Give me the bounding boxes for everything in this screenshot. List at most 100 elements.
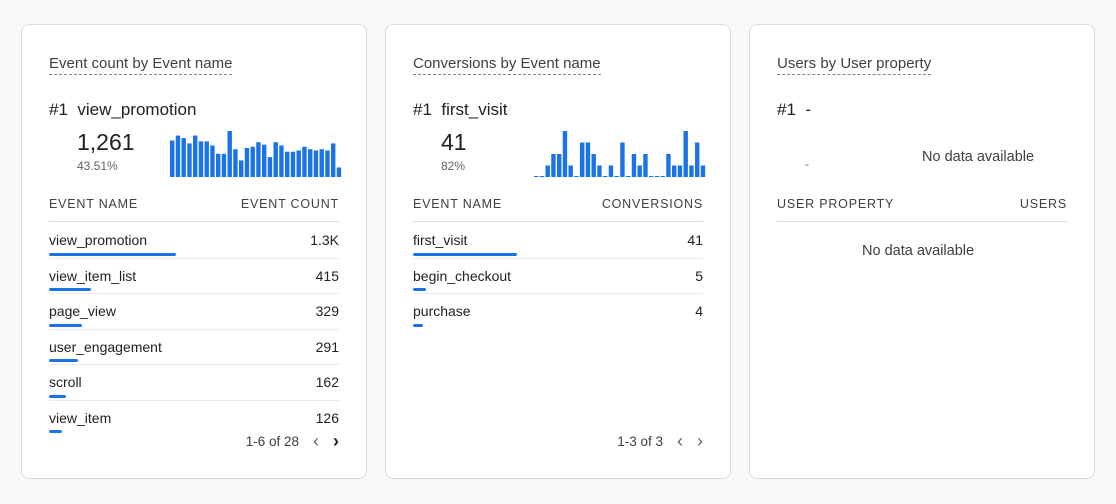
top-item-name: -	[805, 100, 812, 119]
sparkline-bar	[551, 154, 556, 177]
card-2: Users by User property #1 -- No data ava…	[749, 24, 1095, 479]
sparkline-bar	[677, 165, 683, 177]
row-value: 415	[315, 267, 339, 284]
sparkline-bar	[683, 131, 688, 177]
sparkline-bar	[545, 165, 550, 177]
sparkline-bar	[568, 165, 573, 177]
sparkline-bar	[244, 147, 250, 177]
sparkline-bar	[649, 176, 654, 177]
sparkline-bar	[239, 160, 244, 177]
sparkline-bar	[637, 165, 642, 177]
no-data-chart: No data available	[922, 149, 1035, 165]
card-title[interactable]: Conversions by Event name	[413, 55, 601, 75]
sparkline-bar	[539, 176, 545, 177]
sparkline-bar	[608, 165, 614, 177]
table-row[interactable]: first_visit 41	[413, 223, 703, 259]
sparkline-bar	[210, 145, 215, 177]
sparkline-bar	[689, 165, 694, 177]
chevron-right-icon[interactable]: ›	[333, 431, 339, 451]
table-row[interactable]: scroll 162	[49, 365, 339, 401]
sparkline-bar	[666, 154, 671, 177]
sparkline	[170, 131, 342, 177]
table-row[interactable]: view_item_list 415	[49, 259, 339, 294]
no-data-table: No data available	[862, 243, 975, 259]
row-value: 126	[315, 409, 339, 426]
sparkline-bar	[654, 176, 660, 177]
row-name: view_item	[49, 409, 112, 426]
table-row[interactable]: purchase 4	[413, 294, 703, 329]
sparkline-bar	[313, 150, 319, 177]
rank: #1	[777, 100, 796, 119]
row-bar	[413, 288, 426, 291]
sparkline-bar	[273, 142, 278, 177]
sparkline-bar	[695, 142, 700, 177]
rank: #1	[413, 100, 432, 119]
table-row[interactable]: view_item 126	[49, 401, 339, 436]
top-item-name: view_promotion	[77, 100, 197, 119]
card-0: Event count by Event name #1 view_promot…	[21, 24, 367, 479]
row-bar	[413, 323, 424, 327]
sparkline-bar	[331, 143, 336, 177]
table-row[interactable]: view_promotion 1.3K	[49, 223, 339, 259]
col-name[interactable]: USER PROPERTY	[777, 197, 895, 211]
chevron-right-icon[interactable]: ›	[697, 431, 703, 451]
col-value[interactable]: USERS	[1019, 197, 1067, 211]
col-name[interactable]: EVENT NAME	[413, 197, 503, 211]
row-name: first_visit	[413, 232, 468, 248]
sparkline-bar	[227, 131, 232, 177]
top-percent: 43.51%	[77, 159, 118, 173]
sparkline-bar	[308, 149, 313, 177]
card-title[interactable]: Event count by Event name	[49, 55, 233, 75]
sparkline-bar	[580, 142, 585, 177]
row-name: view_promotion	[49, 232, 148, 248]
row-name: begin_checkout	[413, 267, 512, 284]
chevron-left-icon[interactable]: ‹	[677, 431, 683, 451]
sparkline-bar	[285, 151, 290, 177]
sparkline-bar	[574, 176, 579, 177]
row-name: purchase	[413, 303, 471, 319]
sparkline-bar	[256, 142, 261, 177]
row-bar	[49, 394, 66, 398]
top-item: #1 -	[777, 100, 811, 120]
table-row[interactable]: user_engagement 291	[49, 330, 339, 365]
no-data-dash: -	[805, 157, 809, 171]
sparkline-bar	[562, 131, 568, 177]
row-value: 5	[695, 267, 703, 284]
page-range: 1-6 of 28	[245, 434, 299, 449]
sparkline-bar	[325, 150, 330, 177]
row-name: page_view	[49, 303, 116, 319]
sparkline-bar	[187, 143, 192, 177]
rank: #1	[49, 100, 68, 119]
top-item-name: first_visit	[441, 100, 508, 119]
sparkline-bar	[296, 150, 301, 177]
row-name: user_engagement	[49, 338, 162, 355]
card-title[interactable]: Users by User property	[777, 55, 932, 75]
row-bar	[49, 430, 62, 433]
sparkline-bar	[279, 145, 284, 177]
row-bar	[49, 359, 79, 362]
row-value: 329	[315, 303, 339, 319]
col-value[interactable]: EVENT COUNT	[240, 197, 339, 211]
sparkline-bar	[319, 149, 324, 177]
top-percent: 82%	[441, 159, 466, 173]
sparkline-bar	[631, 154, 637, 177]
col-value[interactable]: CONVERSIONS	[601, 197, 703, 211]
sparkline-bar	[620, 142, 625, 177]
chevron-left-icon[interactable]: ‹	[313, 431, 319, 451]
sparkline-bar	[626, 176, 631, 177]
top-item: #1 view_promotion	[49, 100, 196, 120]
sparkline-bar	[267, 157, 273, 177]
pagination: 1-3 of 3 ‹ ›	[617, 431, 703, 452]
row-name: scroll	[49, 374, 82, 390]
sparkline-bar	[597, 165, 602, 177]
sparkline-bar	[233, 149, 238, 177]
sparkline-bar	[336, 167, 342, 177]
col-name[interactable]: EVENT NAME	[49, 197, 139, 211]
sparkline-bar	[557, 154, 562, 177]
sparkline-bar	[614, 176, 619, 177]
table-row[interactable]: begin_checkout 5	[413, 259, 703, 294]
table-row[interactable]: page_view 329	[49, 294, 339, 330]
row-bar	[49, 323, 83, 327]
sparkline-bar	[672, 165, 677, 177]
top-value: 1,261	[77, 129, 135, 155]
